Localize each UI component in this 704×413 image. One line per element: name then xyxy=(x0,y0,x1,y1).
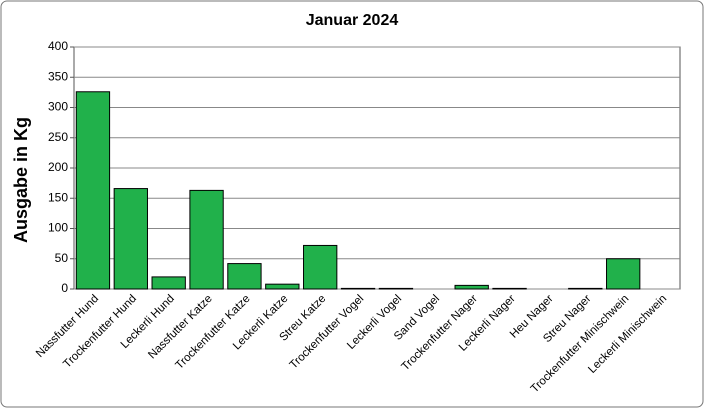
bar xyxy=(454,284,489,290)
y-tick-label: 250 xyxy=(48,130,68,144)
y-tick-label: 150 xyxy=(48,190,68,204)
bar xyxy=(568,287,603,290)
chart-title: Januar 2024 xyxy=(306,12,399,29)
y-tick-label: 50 xyxy=(55,251,69,265)
y-tick-label: 200 xyxy=(48,160,68,174)
y-tick-label: 100 xyxy=(48,221,68,235)
bar xyxy=(378,287,414,290)
bar xyxy=(340,287,376,290)
bar xyxy=(606,258,641,290)
y-tick-label: 350 xyxy=(48,69,68,83)
bar xyxy=(227,263,262,290)
y-axis-label: Ausgabe in Kg xyxy=(11,117,31,243)
bar xyxy=(303,244,338,290)
y-tick-label: 400 xyxy=(48,39,68,53)
bar xyxy=(265,283,300,290)
bar xyxy=(492,287,527,290)
bar xyxy=(113,188,148,290)
y-tick-label: 300 xyxy=(48,100,68,114)
bar xyxy=(75,91,111,290)
y-tick-label: 0 xyxy=(61,281,68,295)
bar xyxy=(189,189,224,290)
bar xyxy=(151,276,186,290)
